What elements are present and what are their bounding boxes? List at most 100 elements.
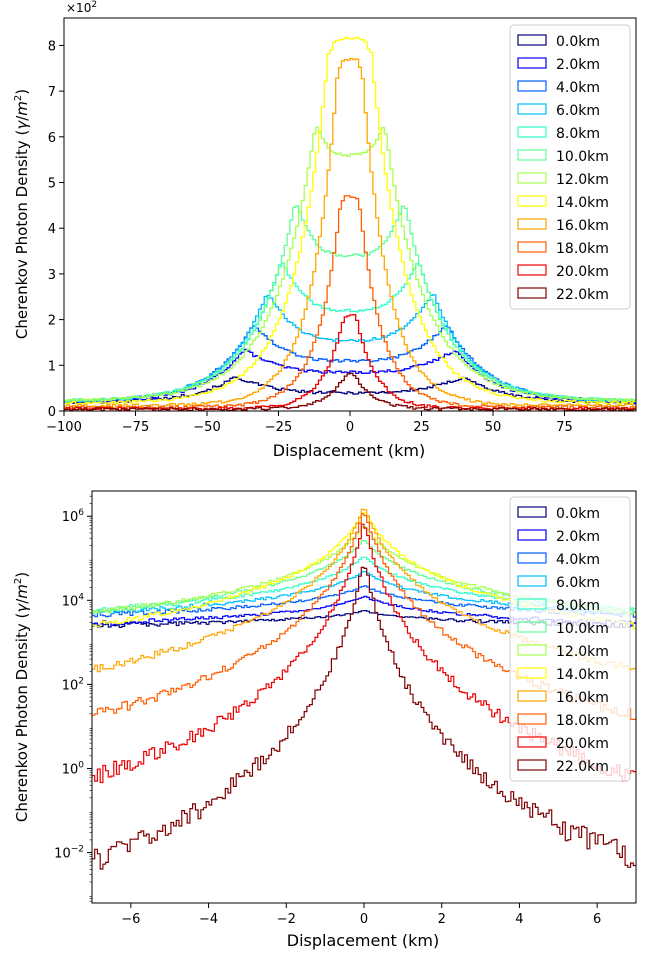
legend-label: 10.0km — [556, 621, 609, 637]
legend: 0.0km 2.0km 4.0km 6.0km 8.0km 10.0km 12.0km 14.… — [509, 496, 631, 782]
legend-swatch — [517, 149, 547, 161]
legend-label: 0.0km — [556, 506, 600, 522]
x-tick-label: 0 — [346, 420, 354, 435]
y-axis-ticks: 10−2 100 102 104 106 — [54, 495, 92, 902]
x-axis-ticks: −100 −75 −50 −25 0 25 50 75 — [46, 411, 573, 435]
legend-label: 12.0km — [556, 172, 609, 188]
y-offset-text: ×102 — [66, 0, 97, 15]
legend-label: 10.0km — [556, 149, 609, 165]
y-tick-label: 3 — [48, 268, 56, 283]
legend-label: 18.0km — [556, 241, 609, 257]
legend-swatch — [517, 506, 547, 518]
y-tick-label: 10−2 — [54, 845, 84, 862]
y-tick-label: 106 — [62, 508, 85, 525]
x-tick-label: −6 — [121, 912, 140, 927]
legend-swatch — [517, 736, 547, 748]
legend: 0.0km 2.0km 4.0km 6.0km 8.0km 10.0km 12.0km 14.… — [509, 24, 631, 310]
x-tick-label: 6 — [593, 912, 601, 927]
legend-label: 4.0km — [556, 80, 600, 96]
legend-swatch — [517, 172, 547, 184]
legend-label: 14.0km — [556, 667, 609, 683]
y-tick-label: 5 — [48, 177, 56, 192]
legend-swatch — [517, 575, 547, 587]
legend-label: 2.0km — [556, 57, 600, 73]
x-tick-label: 50 — [485, 420, 502, 435]
x-tick-label: −2 — [277, 912, 296, 927]
legend-label: 12.0km — [556, 644, 609, 660]
legend-swatch — [517, 126, 547, 138]
series-lines — [64, 36, 636, 411]
legend-swatch — [517, 103, 547, 115]
legend-label: 16.0km — [556, 690, 609, 706]
x-tick-label: 0 — [360, 912, 368, 927]
linear-density-panel: ×102 0 1 2 3 4 5 6 7 8 −100 −75 −50 −25 0 25 50 75 Disp… — [13, 0, 637, 460]
legend-swatch — [517, 621, 547, 633]
legend-swatch — [517, 80, 547, 92]
x-tick-label: 25 — [413, 420, 430, 435]
legend-swatch — [517, 667, 547, 679]
series-line-14.0km — [64, 36, 636, 405]
y-tick-label: 4 — [48, 222, 56, 237]
y-tick-label: 102 — [62, 676, 84, 693]
legend-label: 16.0km — [556, 218, 609, 234]
x-tick-label: −50 — [193, 420, 220, 435]
y-tick-label: 100 — [62, 760, 85, 777]
x-tick-label: −25 — [265, 420, 292, 435]
series-line-12.0km — [64, 126, 636, 403]
y-axis-ticks: 0 1 2 3 4 5 6 7 8 — [48, 39, 64, 420]
legend-swatch — [517, 57, 547, 69]
legend-swatch — [517, 644, 547, 656]
x-tick-label: 4 — [515, 912, 523, 927]
y-tick-label: 8 — [48, 39, 56, 54]
x-axis-label: Displacement (km) — [273, 441, 425, 460]
legend-label: 8.0km — [556, 126, 600, 142]
legend-label: 8.0km — [556, 598, 600, 614]
y-tick-label: 7 — [48, 85, 56, 100]
legend-swatch — [517, 690, 547, 702]
legend-swatch — [517, 713, 547, 725]
legend-swatch — [517, 759, 547, 771]
legend-label: 0.0km — [556, 34, 600, 50]
y-tick-label: 6 — [48, 131, 56, 146]
plot-frame — [63, 17, 637, 412]
x-tick-label: −75 — [122, 420, 149, 435]
y-tick-label: 2 — [48, 314, 56, 329]
log-density-panel: 10−2 100 102 104 106 −6 −4 −2 0 2 4 6 Displacement… — [13, 490, 637, 950]
x-tick-label: 75 — [556, 420, 573, 435]
legend-label: 22.0km — [556, 287, 609, 303]
y-tick-label: 1 — [48, 359, 56, 374]
x-axis-label: Displacement (km) — [287, 931, 439, 950]
legend-label: 6.0km — [556, 103, 600, 119]
legend-swatch — [517, 529, 547, 541]
legend-label: 6.0km — [556, 575, 600, 591]
legend-swatch — [517, 241, 547, 253]
legend-label: 2.0km — [556, 529, 600, 545]
legend-label: 18.0km — [556, 713, 609, 729]
y-tick-label: 0 — [48, 405, 56, 420]
legend-box — [509, 496, 631, 782]
legend-swatch — [517, 552, 547, 564]
series-line-4.0km — [64, 325, 636, 403]
legend-label: 4.0km — [556, 552, 600, 568]
legend-label: 22.0km — [556, 759, 609, 775]
legend-swatch — [517, 195, 547, 207]
legend-label: 20.0km — [556, 736, 609, 752]
y-axis-label: Cherenkov Photon Density (γ/m2) — [13, 89, 31, 339]
x-axis-ticks: −6 −4 −2 0 2 4 6 — [121, 903, 601, 927]
x-tick-label: −4 — [199, 912, 218, 927]
legend-swatch — [517, 287, 547, 299]
x-tick-label: −100 — [46, 420, 82, 435]
x-tick-label: 2 — [438, 912, 446, 927]
y-tick-label: 104 — [62, 592, 85, 609]
legend-swatch — [517, 264, 547, 276]
legend-swatch — [517, 598, 547, 610]
plot-frame — [91, 490, 637, 904]
legend-swatch — [517, 218, 547, 230]
series-line-22.0km — [92, 566, 636, 870]
y-axis-label: Cherenkov Photon Density (γ/m2) — [13, 572, 31, 822]
legend-box — [509, 24, 631, 310]
legend-swatch — [517, 34, 547, 46]
legend-label: 14.0km — [556, 195, 609, 211]
legend-label: 20.0km — [556, 264, 609, 280]
